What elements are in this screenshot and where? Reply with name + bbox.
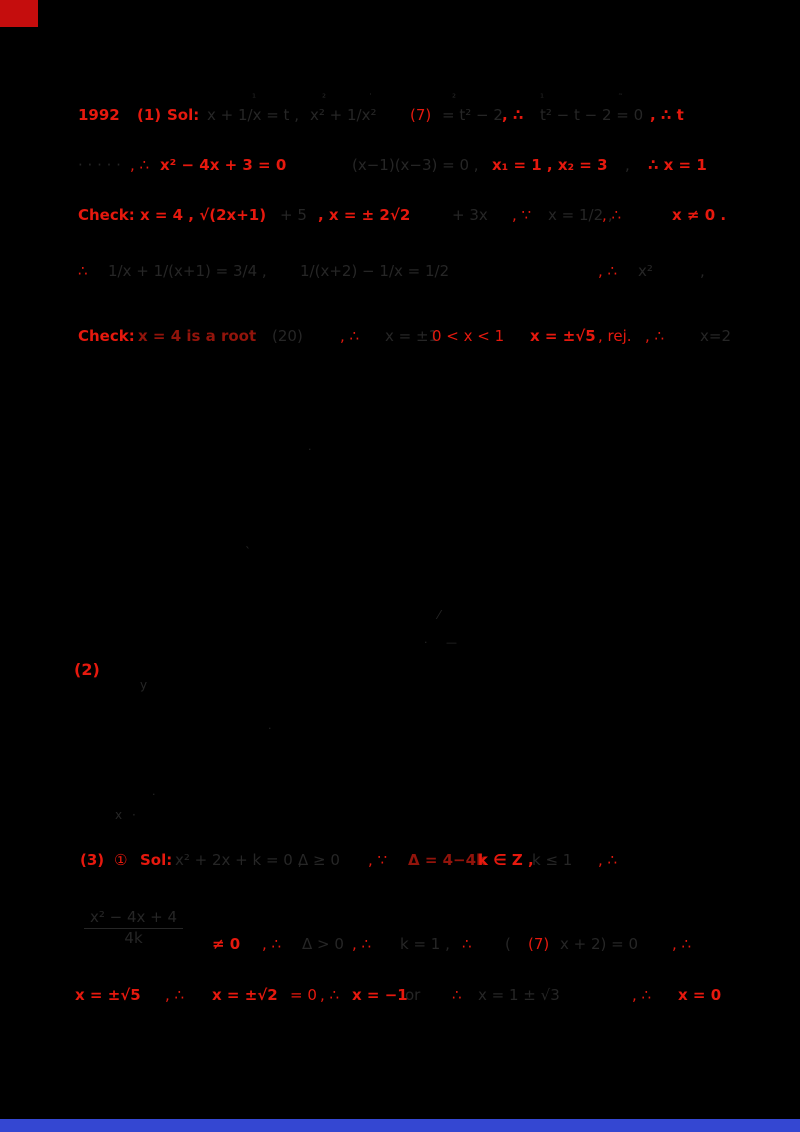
text-segment: (1): [137, 106, 162, 124]
text-segment: (: [505, 935, 511, 953]
text-segment: x: [115, 808, 123, 822]
text-segment: , x = ± 2√2: [318, 206, 411, 224]
text-segment: = t² − 2: [442, 106, 503, 124]
text-segment: x²: [638, 262, 653, 280]
text-segment: or: [405, 986, 421, 1004]
top-left-red-block: [0, 0, 38, 27]
text-segment: Sol:: [167, 106, 200, 124]
text-segment: x² + 1/x²: [310, 106, 377, 124]
text-segment: ∴: [78, 262, 88, 280]
text-segment: x=2: [700, 327, 731, 345]
text-segment: Δ > 0: [302, 935, 344, 953]
text-segment: · · · · ·: [78, 156, 121, 174]
bottom-blue-bar: [0, 1119, 800, 1132]
text-segment: ∴: [452, 986, 462, 1004]
text-segment: 1992: [78, 106, 120, 124]
text-segment: Sol:: [140, 851, 173, 869]
text-segment: , ∴: [602, 206, 622, 224]
text-segment: , ∵: [512, 206, 532, 224]
text-segment: (7): [410, 106, 432, 124]
text-segment: x = ±1: [385, 327, 439, 345]
text-segment: , ∴: [352, 935, 372, 953]
text-segment: (3): [80, 851, 105, 869]
text-segment: (x−1)(x−3) = 0 ,: [352, 156, 479, 174]
text-segment: , rej.: [598, 327, 632, 345]
text-segment: x = 1/2 ,: [548, 206, 613, 224]
text-segment: x² − 4x + 3 = 0: [160, 156, 287, 174]
text-segment: = 0: [290, 986, 317, 1004]
text-segment: , ∴: [672, 935, 692, 953]
text-segment: x = 4 is a root: [138, 327, 257, 345]
text-segment: , ∴: [632, 986, 652, 1004]
text-segment: ¹: [540, 93, 545, 104]
text-segment: ·: [152, 788, 156, 801]
text-segment: ∴: [462, 935, 472, 953]
text-segment: y: [140, 678, 148, 692]
text-segment: ∴ x = 1: [648, 156, 707, 174]
text-segment: ·: [132, 808, 136, 822]
text-segment: x = 0: [678, 986, 722, 1004]
fraction: x² − 4x + 4 4k: [84, 908, 184, 948]
text-segment: Check: x = 4 , √(2x+1): [78, 206, 267, 224]
text-segment: Δ ≥ 0: [298, 851, 340, 869]
text-segment: x₁ = 1 , x₂ = 3: [492, 156, 608, 174]
text-segment: —: [446, 636, 457, 649]
text-segment: ①: [114, 851, 128, 869]
text-segment: + 3x: [452, 206, 488, 224]
text-segment: , ∴: [598, 262, 618, 280]
text-segment: ,: [625, 156, 630, 174]
text-segment: ¹: [252, 93, 257, 104]
text-segment: , ∴: [320, 986, 340, 1004]
text-segment: , ∴: [645, 327, 665, 345]
text-segment: (7): [528, 935, 550, 953]
text-segment: (2): [74, 660, 100, 679]
text-segment: x + 2) = 0: [560, 935, 639, 953]
text-segment: + 5: [280, 206, 307, 224]
text-segment: x = 1 ± √3: [478, 986, 560, 1004]
text-segment: (20): [272, 327, 303, 345]
text-segment: , ∴: [598, 851, 618, 869]
text-segment: t² − t − 2 = 0: [540, 106, 644, 124]
text-segment: ·: [424, 636, 428, 649]
text-segment: x = ±√5: [530, 327, 596, 345]
text-segment: x ≠ 0 .: [672, 206, 727, 224]
text-segment: , ∴: [165, 986, 185, 1004]
text-segment: 0 < x < 1: [432, 327, 505, 345]
text-segment: k = 1 ,: [400, 935, 450, 953]
text-segment: x² + 2x + k = 0 ,: [175, 851, 303, 869]
text-segment: ·: [268, 722, 272, 735]
text-segment: 1/x + 1/(x+1) = 3/4 ,: [108, 262, 267, 280]
text-segment: ≠ 0: [212, 935, 241, 953]
text-segment: , ∴: [502, 106, 524, 124]
text-segment: , ∵: [368, 851, 388, 869]
text-segment: , ∴: [340, 327, 360, 345]
text-segment: ˜: [618, 93, 623, 104]
text-segment: , ∴ t: [650, 106, 684, 124]
text-segment: , ∴: [262, 935, 282, 953]
text-segment: x = ±√2: [212, 986, 278, 1004]
text-segment: ,: [700, 262, 705, 280]
text-segment: k ∈ Z ,: [478, 851, 534, 869]
text-segment: x = ±√5: [75, 986, 141, 1004]
text-segment: ·: [308, 443, 312, 456]
text-segment: x = −1: [352, 986, 408, 1004]
text-segment: , ∴: [130, 156, 150, 174]
text-segment: ⁄: [438, 608, 441, 622]
text-segment: ²: [322, 93, 327, 104]
text-segment: x + 1/x = t ,: [207, 106, 299, 124]
text-segment: Check:: [78, 327, 135, 345]
text-segment: k ≤ 1: [532, 851, 573, 869]
text-segment: `: [245, 545, 251, 559]
text-segment: 1/(x+2) − 1/x = 1/2: [300, 262, 450, 280]
text-segment: ²: [452, 93, 457, 104]
text-segment: Δ = 4−4k: [408, 851, 487, 869]
text-segment: ˙: [368, 93, 373, 104]
